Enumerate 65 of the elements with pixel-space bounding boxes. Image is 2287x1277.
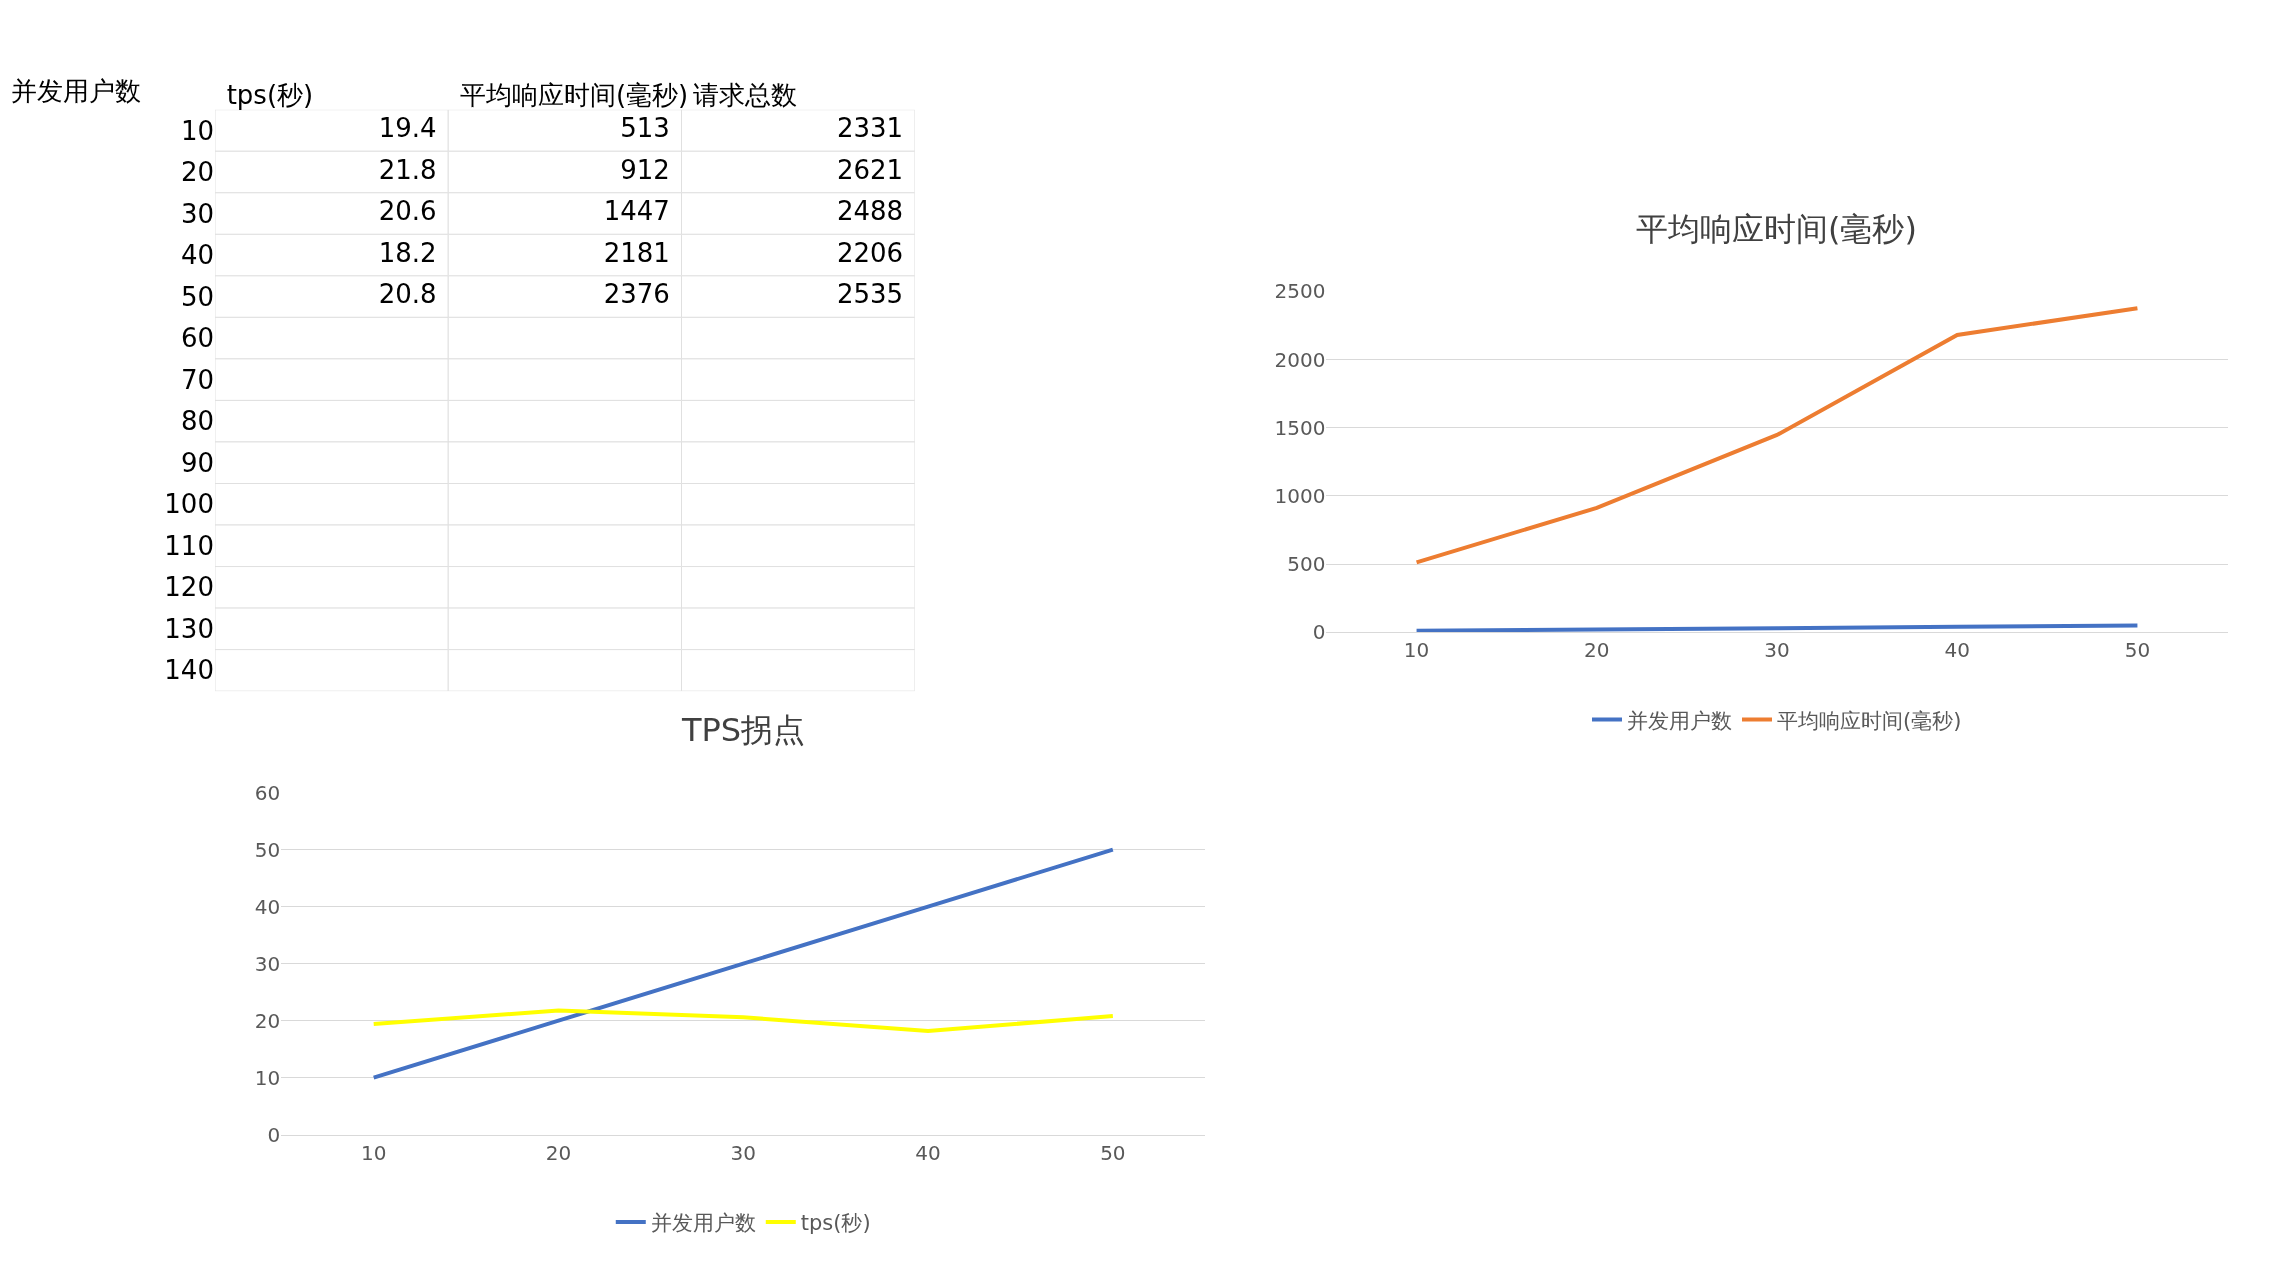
x-tick-label: 50 — [1100, 1140, 1126, 1165]
y-tick-label: 120 — [164, 572, 214, 603]
line-series — [371, 847, 1115, 1080]
y-tick-label: 0 — [267, 1122, 281, 1147]
data-label: 513 — [620, 112, 670, 143]
y-tick-label: 140 — [164, 655, 214, 686]
x-tick-label: 10 — [1403, 638, 1430, 663]
y-tick-label: 60 — [180, 323, 214, 354]
data-label: 2181 — [603, 237, 670, 268]
x-tick-label: 30 — [730, 1140, 756, 1165]
data-label: 20.8 — [378, 279, 437, 310]
data-label: 912 — [620, 154, 670, 185]
x-tick-label: 10 — [360, 1140, 387, 1165]
data-label: 2376 — [603, 279, 670, 310]
legend-label: 平均响应时间(毫秒) — [1777, 708, 1962, 733]
y-tick-label: 100 — [164, 489, 214, 520]
y-tick-label: 60 — [254, 780, 281, 805]
y-tick-label: 30 — [254, 951, 281, 976]
x-tick-label: 20 — [545, 1140, 572, 1165]
y-tick-label: 110 — [164, 530, 214, 561]
data-label: 21.8 — [378, 154, 437, 185]
y-axis-title: 并发用户数 — [11, 76, 141, 106]
data-label: 2488 — [836, 196, 904, 227]
y-tick-label: 1000 — [1274, 483, 1326, 508]
x-tick-label: 40 — [1944, 638, 1970, 663]
y-tick-label: 70 — [180, 364, 214, 395]
x-tick-label: tps(秒) — [226, 79, 314, 110]
y-tick-label: 50 — [254, 837, 281, 862]
y-tick-label: 80 — [180, 406, 214, 437]
y-tick-label: 40 — [180, 240, 214, 271]
data-label: 2621 — [836, 154, 904, 185]
legend-label: tps(秒) — [800, 1211, 871, 1236]
y-tick-label: 20 — [254, 1008, 281, 1033]
line-series — [371, 1008, 1115, 1033]
y-tick-label: 0 — [1312, 620, 1326, 645]
y-tick-label: 2500 — [1274, 279, 1326, 304]
x-tick-label: 50 — [2124, 638, 2151, 663]
y-tick-label: 10 — [254, 1065, 281, 1090]
y-tick-label: 10 — [180, 115, 214, 146]
y-tick-label: 30 — [180, 198, 214, 229]
y-tick-label: 90 — [180, 447, 214, 478]
chart-title: TPS拐点 — [681, 711, 806, 749]
y-tick-label: 20 — [180, 157, 214, 188]
y-tick-label: 500 — [1287, 552, 1326, 577]
legend-label: 并发用户数 — [1627, 708, 1732, 733]
x-tick-label: 20 — [1584, 638, 1610, 663]
data-label: 1447 — [603, 196, 670, 227]
y-tick-label: 1500 — [1274, 415, 1326, 440]
x-tick-label: 请求总数 — [693, 79, 798, 110]
x-tick-label: 40 — [915, 1140, 941, 1165]
legend-label: 并发用户数 — [650, 1211, 756, 1236]
data-label: 2535 — [836, 279, 904, 310]
y-tick-label: 40 — [254, 894, 281, 919]
data-label: 2206 — [836, 237, 904, 268]
chart-title: 平均响应时间(毫秒) — [1636, 210, 1917, 248]
y-tick-label: 2000 — [1274, 347, 1326, 372]
y-tick-label: 130 — [164, 613, 214, 644]
line-series — [1414, 306, 2140, 565]
x-tick-label: 平均响应时间(毫秒) — [459, 79, 689, 110]
data-label: 20.6 — [378, 196, 437, 227]
data-label: 2331 — [836, 112, 904, 143]
y-tick-label: 50 — [180, 281, 214, 312]
data-label: 18.2 — [378, 237, 437, 268]
data-label: 19.4 — [378, 112, 437, 143]
x-tick-label: 30 — [1764, 638, 1790, 663]
